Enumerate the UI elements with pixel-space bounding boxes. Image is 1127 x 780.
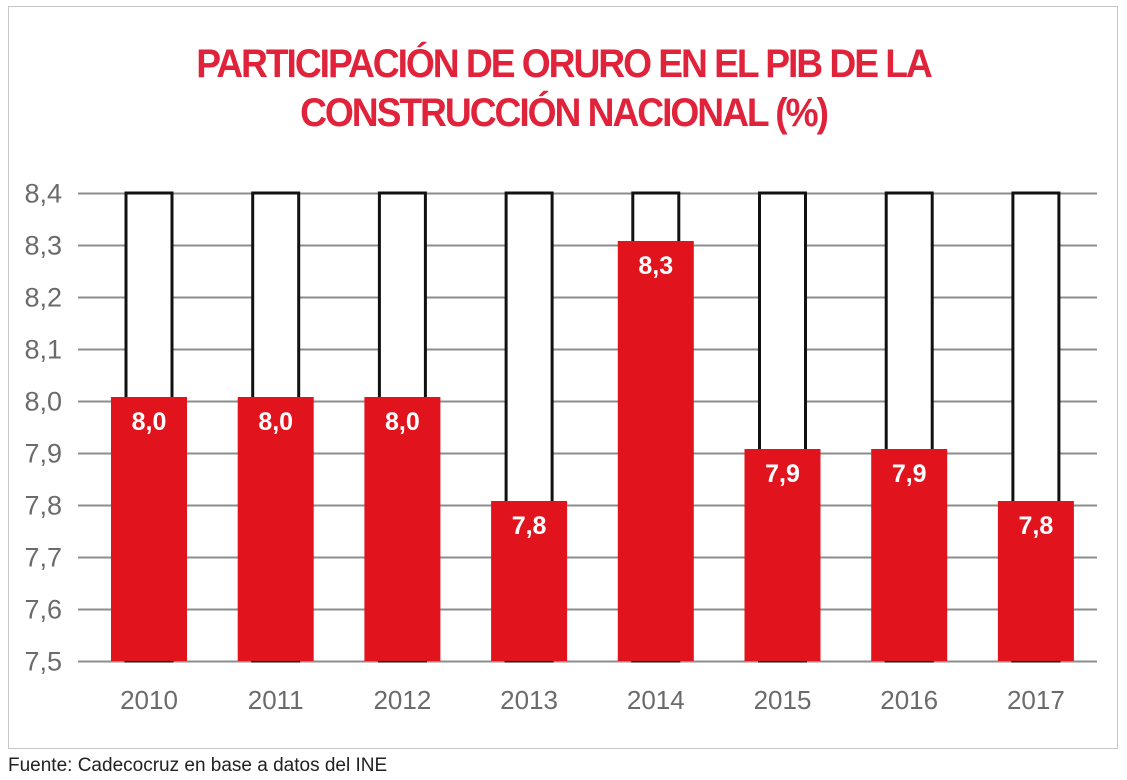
y-tick-label: 8,2 — [24, 283, 62, 313]
chart-frame — [8, 6, 1118, 749]
chart-title-line-1: PARTICIPACIÓN DE ORURO EN EL PIB DE LA — [196, 42, 933, 86]
y-tick-label: 8,1 — [24, 335, 62, 365]
value-bar — [617, 241, 694, 661]
x-tick-label: 2010 — [120, 685, 178, 715]
data-label: 7,9 — [892, 460, 927, 488]
data-label: 7,8 — [512, 512, 547, 540]
value-bar — [364, 397, 441, 661]
chart-title: PARTICIPACIÓN DE ORURO EN EL PIB DE LA C… — [39, 40, 1087, 138]
data-labels: 8,0 8,0 8,0 7,8 8,3 7,9 7,9 7,8 — [132, 252, 1054, 540]
value-bar — [744, 449, 821, 661]
y-axis-tick-labels: 7,5 7,6 7,7 7,8 7,9 8,0 8,1 8,2 8,3 8,4 — [24, 179, 62, 677]
y-tick-label: 8,4 — [24, 179, 62, 209]
y-tick-label: 8,0 — [24, 387, 62, 417]
x-tick-label: 2012 — [373, 685, 431, 715]
value-bar — [237, 397, 314, 661]
x-tick-label: 2017 — [1007, 685, 1065, 715]
data-label: 8,0 — [132, 408, 167, 436]
x-tick-label: 2014 — [627, 685, 685, 715]
data-label: 8,0 — [258, 408, 293, 436]
value-bar — [111, 397, 187, 661]
x-tick-label: 2011 — [248, 685, 304, 715]
x-tick-label: 2015 — [754, 685, 812, 715]
x-axis-tick-labels: 2010 2011 2012 2013 2014 2015 2016 2017 — [120, 685, 1065, 715]
value-bar — [491, 501, 568, 661]
data-label: 8,0 — [385, 408, 420, 436]
data-label: 7,8 — [1019, 512, 1054, 540]
source-note: Fuente: Cadecocruz en base a datos del I… — [8, 755, 388, 776]
value-bar — [997, 501, 1074, 661]
value-bars — [111, 241, 1074, 661]
y-tick-label: 8,3 — [24, 231, 62, 261]
y-tick-label: 7,5 — [24, 647, 62, 677]
y-tick-label: 7,8 — [24, 491, 62, 521]
y-tick-label: 7,6 — [24, 595, 62, 625]
value-bar — [871, 449, 948, 661]
data-label: 8,3 — [638, 252, 673, 280]
y-tick-label: 7,9 — [24, 439, 62, 469]
chart-title-line-2: CONSTRUCCIÓN NACIONAL (%) — [300, 91, 829, 135]
y-tick-label: 7,7 — [24, 543, 62, 573]
x-tick-label: 2013 — [500, 685, 558, 715]
x-tick-label: 2016 — [880, 685, 938, 715]
data-label: 7,9 — [765, 460, 800, 488]
